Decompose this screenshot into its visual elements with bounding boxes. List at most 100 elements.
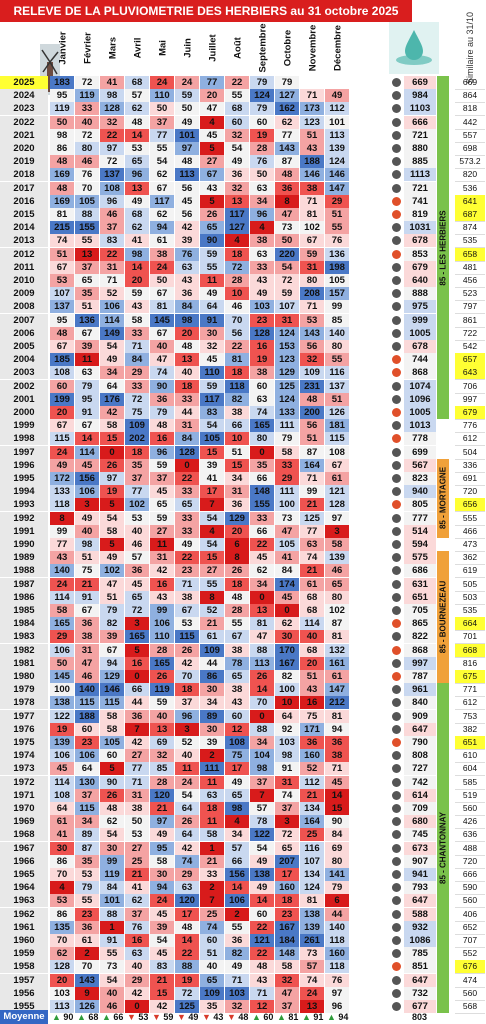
rain-cell: 81: [250, 617, 275, 631]
status-dot: [392, 909, 401, 919]
table-row: 1993 118 3 5 102 65 65 7 36 155 100 21 128 805 656: [0, 498, 486, 513]
rain-cell: 64: [50, 802, 75, 815]
year-cell: 1967: [0, 841, 48, 855]
rain-cell: 107: [50, 287, 75, 301]
table-row: 1983 29 38 39 165 110 115 61 67 47 30 40 81 822 701: [0, 630, 486, 645]
rain-cell: 1: [200, 841, 225, 855]
year-total: 709: [404, 802, 436, 815]
rain-cell: 6: [325, 894, 350, 908]
rain-cell: 45: [150, 485, 175, 499]
rain-cell: 45: [325, 775, 350, 789]
rain-cell: 58: [50, 604, 75, 617]
rain-cell: 12: [225, 722, 250, 736]
year-cell: 2010: [0, 274, 48, 287]
rain-cell: 65: [175, 498, 200, 512]
rain-cell: 109: [200, 643, 225, 657]
rain-cell: 98: [50, 128, 75, 142]
rain-cell: 63: [250, 247, 275, 261]
rain-cell: 58: [125, 313, 150, 327]
rain-cell: 75: [225, 749, 250, 763]
rain-cell: 174: [275, 577, 300, 591]
rain-cell: 86: [50, 907, 75, 921]
year-total: 999: [404, 313, 436, 327]
year-total: 823: [404, 472, 436, 485]
rain-cell: 45: [150, 947, 175, 961]
year-total: 699: [404, 445, 436, 459]
rain-cell: 86: [50, 854, 75, 868]
rain-cell: 45: [200, 353, 225, 367]
rain-cell: 34: [100, 366, 125, 380]
status-dot: [392, 315, 401, 325]
rain-cell: 119: [150, 683, 175, 697]
similar-total: 707: [455, 934, 485, 948]
rain-cell: 74: [275, 788, 300, 802]
month-header-0: Janvier: [57, 31, 68, 65]
year-total: 588: [404, 907, 436, 921]
similar-total: 701: [455, 630, 485, 645]
similar-total: 676: [455, 960, 485, 975]
rain-cell: 38: [250, 366, 275, 380]
rain-cell: 138: [50, 696, 75, 710]
status-dot: [392, 777, 401, 787]
rain-cell: 118: [325, 960, 350, 974]
rain-cell: 55: [75, 894, 100, 908]
month-header-5: Juin: [182, 38, 193, 58]
mean-value: ▲ 90: [52, 1012, 74, 1022]
rain-cell: 42: [100, 406, 125, 419]
rain-cell: 64: [75, 762, 100, 776]
rain-cell: 53: [175, 617, 200, 631]
rain-cell: 44: [325, 907, 350, 921]
rain-cell: 2: [75, 947, 100, 961]
table-row: 1990 77 98 5 46 11 49 54 6 22 105 63 58 594 473: [0, 538, 486, 552]
table-row: 1998 115 14 15 202 16 84 105 10 80 79 51 115 778 612: [0, 432, 486, 447]
rain-cell: 115: [175, 630, 200, 644]
rain-cell: 42: [175, 221, 200, 235]
rain-cell: 129: [225, 511, 250, 525]
status-dot: [392, 975, 401, 985]
rain-cell: 41: [200, 472, 225, 485]
table-row: 1955 113 126 46 0 42 125 35 32 12 37 13 96 677 568: [0, 1000, 486, 1014]
rain-cell: 84: [275, 564, 300, 578]
status-dot: [392, 421, 401, 431]
rain-cell: 114: [100, 313, 125, 327]
rain-cell: 51: [300, 432, 325, 446]
rain-cell: 125: [175, 1000, 200, 1013]
rain-cell: 106: [150, 617, 175, 631]
table-row: 1977 122 188 58 36 40 96 89 60 0 64 75 81 909 753: [0, 709, 486, 724]
year-total: 745: [404, 828, 436, 842]
rain-cell: 137: [100, 168, 125, 182]
status-dot: [392, 355, 401, 365]
rain-cell: 162: [275, 102, 300, 116]
rain-cell: 74: [200, 920, 225, 934]
rain-cell: 67: [325, 458, 350, 472]
rain-cell: 10: [225, 432, 250, 446]
rain-cell: 125: [275, 379, 300, 393]
year-total: 514: [404, 524, 436, 538]
rain-cell: 65: [75, 274, 100, 287]
rain-cell: 47: [75, 656, 100, 670]
rain-cell: 146: [100, 683, 125, 697]
rain-cell: 69: [150, 736, 175, 749]
similar-total: 668: [455, 643, 485, 658]
rain-cell: 109: [125, 419, 150, 433]
rain-cell: 92: [275, 722, 300, 736]
rain-cell: 140: [50, 564, 75, 578]
year-cell: 1990: [0, 538, 48, 551]
rain-cell: 83: [100, 234, 125, 248]
year-cell: 1968: [0, 828, 48, 842]
rain-cell: 30: [150, 868, 175, 881]
rain-cell: 97: [100, 472, 125, 485]
rain-cell: 10: [275, 696, 300, 710]
rain-cell: 18: [225, 366, 250, 380]
mean-value: ▲ 94: [327, 1012, 349, 1022]
rain-cell: 43: [150, 590, 175, 604]
rain-cell: 108: [225, 736, 250, 749]
year-cell: 2012: [0, 247, 48, 261]
rain-cell: 153: [275, 340, 300, 353]
year-cell: 1973: [0, 762, 48, 776]
year-total: 678: [404, 340, 436, 353]
rain-cell: 15: [100, 432, 125, 446]
rain-cell: 70: [225, 313, 250, 327]
rain-cell: 145: [150, 313, 175, 327]
rain-cell: 169: [50, 168, 75, 182]
